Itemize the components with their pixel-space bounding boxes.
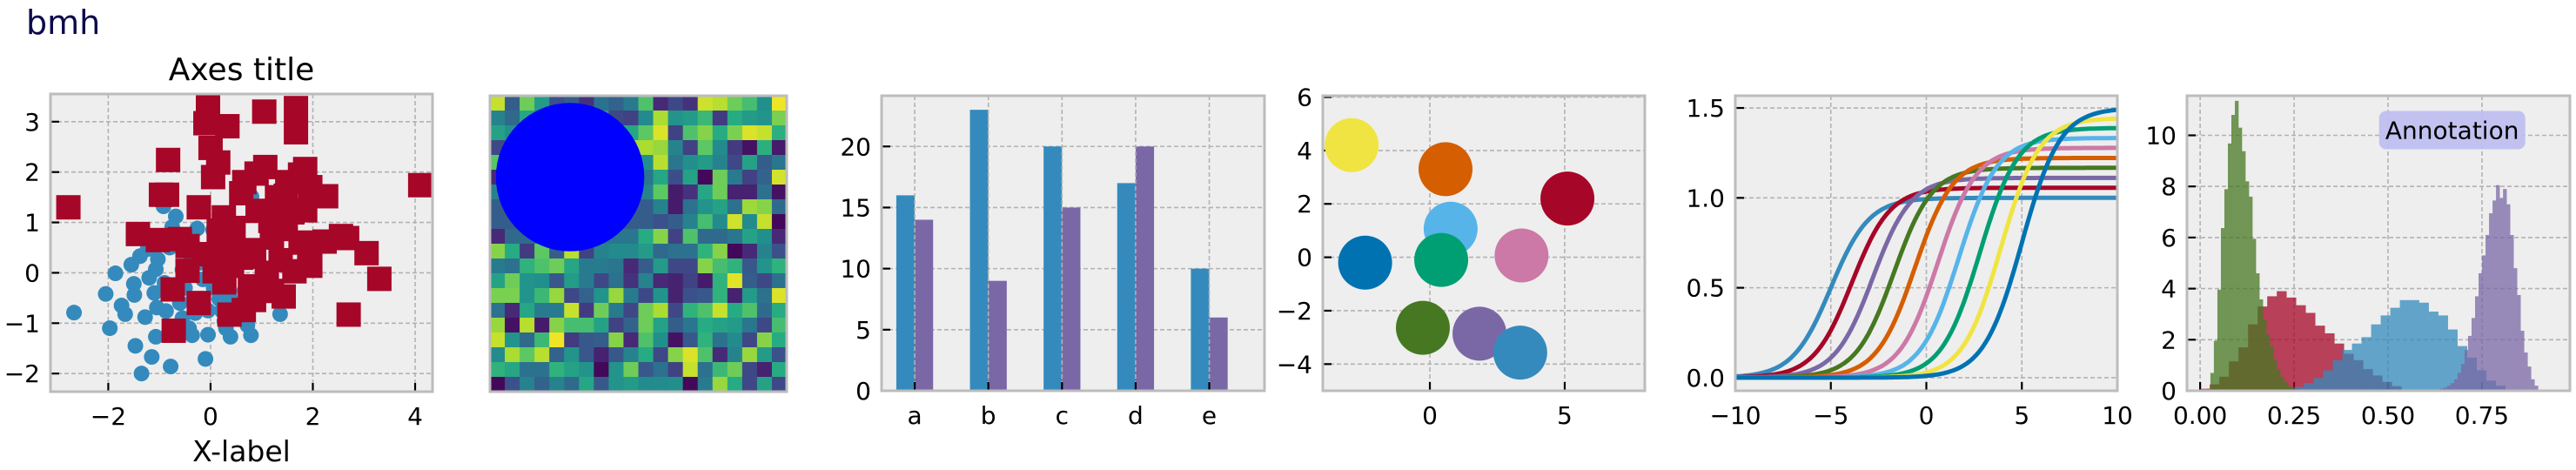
bars-axes-frame	[880, 94, 1266, 393]
x-axis-label: X-label	[192, 434, 291, 468]
hist-purple	[2432, 185, 2542, 391]
bars-ytick-label: 0	[855, 377, 871, 406]
chart-circles: 0 5 −4 −2 0 2 4 6	[1277, 84, 1647, 430]
sigmoid-line-3	[1735, 175, 2117, 380]
chart-histograms: 0.00 0.25 0.50 0.75 0 2 4 6 8 10 Annotation	[2145, 94, 2572, 430]
histograms-ytick-label: 10	[2145, 121, 2177, 150]
histograms-xtick-label: 0.00	[2173, 401, 2227, 430]
bars-ytick-label: 5	[855, 316, 871, 345]
sigmoids-data	[1735, 107, 2117, 380]
bar-d-series-1	[1117, 183, 1136, 391]
chart-scatter: −2 0 2 4 −2 −1 0 1 2 3 Axes title X-label	[4, 52, 434, 468]
bars-ytick-label: 20	[840, 132, 871, 161]
bars-xtick-label: d	[1128, 401, 1144, 430]
histograms-ytick-label: 8	[2161, 172, 2177, 201]
annotation-box	[2378, 111, 2526, 150]
sigmoids-axes-frame	[1734, 94, 2119, 393]
sigmoids-xtick-label: 10	[2102, 401, 2133, 430]
chart-bars: 0 5 10 15 20 a b c d e	[840, 94, 1266, 430]
colored-circle	[1419, 142, 1472, 197]
bar-a-series-2	[915, 219, 934, 391]
hist-green	[2206, 100, 2302, 391]
bar-b-series-2	[988, 280, 1007, 391]
scatter-ytick-label: −2	[4, 359, 40, 388]
bar-a-series-1	[896, 195, 916, 391]
figure-suptitle: bmh	[26, 3, 101, 42]
scatter-axes-frame	[49, 92, 434, 393]
scatter-ytick-label: 1	[24, 209, 40, 238]
scatter-ytick-label: −1	[4, 309, 40, 338]
sigmoids-ytick-label: 0.5	[1686, 274, 1725, 303]
bar-b-series-1	[969, 110, 989, 391]
axes-title: Axes title	[169, 52, 315, 88]
circles-xtick-label: 0	[1422, 401, 1438, 430]
bar-d-series-2	[1135, 146, 1155, 391]
chart-sigmoids: −10 −5 0 5 10 0.0 0.5 1.0 1.5	[1686, 94, 2132, 430]
bar-c-series-2	[1062, 207, 1081, 391]
colored-circle	[1540, 171, 1595, 226]
bars-xtick-label: b	[981, 401, 996, 430]
bars-xtick-label: a	[907, 401, 922, 430]
blue-circle-patch	[495, 103, 645, 252]
scatter-ytick-label: 3	[24, 108, 40, 137]
circles-ytick-label: −2	[1277, 297, 1312, 326]
sigmoids-ytick-label: 0.0	[1686, 364, 1725, 393]
histograms-data	[2200, 100, 2542, 391]
scatter-ytick-label: 2	[24, 158, 40, 187]
histograms-ytick-label: 4	[2161, 275, 2177, 304]
colored-circle	[1325, 118, 1379, 172]
circles-data	[1325, 118, 1595, 380]
scatter-xtick-label: 2	[305, 402, 321, 431]
sigmoids-ytick-label: 1.5	[1686, 94, 1725, 123]
sigmoids-xtick-label: −5	[1813, 401, 1848, 430]
scatter-ytick-label: 0	[24, 258, 40, 287]
bars-xtick-label: e	[1202, 401, 1217, 430]
histograms-xtick-label: 0.50	[2361, 401, 2415, 430]
sigmoids-xtick-label: 5	[2014, 401, 2029, 430]
circles-ytick-label: 0	[1297, 244, 1312, 272]
bars-data	[896, 96, 1228, 391]
histograms-axes-frame	[2185, 94, 2572, 393]
bar-e-series-1	[1191, 268, 1210, 391]
circles-ytick-label: 4	[1297, 137, 1312, 165]
colored-circle	[1494, 228, 1549, 283]
annotation-text: Annotation	[2385, 116, 2519, 144]
bar-c-series-1	[1043, 146, 1063, 391]
colored-circle	[1493, 326, 1547, 380]
scatter-data	[56, 94, 433, 382]
sigmoids-ytick-label: 1.0	[1686, 184, 1725, 212]
bar-e-series-2	[1209, 317, 1228, 391]
circles-xtick-label: 5	[1557, 401, 1573, 430]
bars-ytick-label: 15	[840, 193, 871, 222]
histograms-ytick-label: 2	[2161, 326, 2177, 354]
histograms-xtick-label: 0.75	[2455, 401, 2509, 430]
colored-circle	[1395, 300, 1450, 355]
sigmoid-line-10	[1735, 107, 2117, 380]
image-axes-frame	[488, 94, 788, 393]
scatter-xtick-label: 0	[203, 402, 218, 431]
scatter-xtick-label: 4	[407, 402, 423, 431]
sigmoids-xtick-label: 0	[1919, 401, 1935, 430]
bars-xtick-label: c	[1056, 401, 1069, 430]
bars-ytick-label: 10	[840, 255, 871, 284]
colored-circle	[1338, 235, 1392, 290]
scatter-series-squares	[56, 94, 433, 343]
circles-ytick-label: 2	[1297, 190, 1312, 218]
colored-circle	[1452, 306, 1507, 361]
circles-ytick-label: 6	[1297, 84, 1312, 112]
chart-image	[488, 94, 788, 393]
scatter-xtick-label: −2	[91, 402, 126, 431]
sigmoids-xtick-label: −10	[1709, 401, 1761, 430]
histograms-ytick-label: 6	[2161, 224, 2177, 252]
colored-circle	[1414, 232, 1469, 287]
circles-ytick-label: −4	[1277, 350, 1312, 379]
histograms-ytick-label: 0	[2161, 377, 2177, 406]
circles-axes-frame	[1321, 94, 1647, 393]
histograms-xtick-label: 0.25	[2267, 401, 2321, 430]
